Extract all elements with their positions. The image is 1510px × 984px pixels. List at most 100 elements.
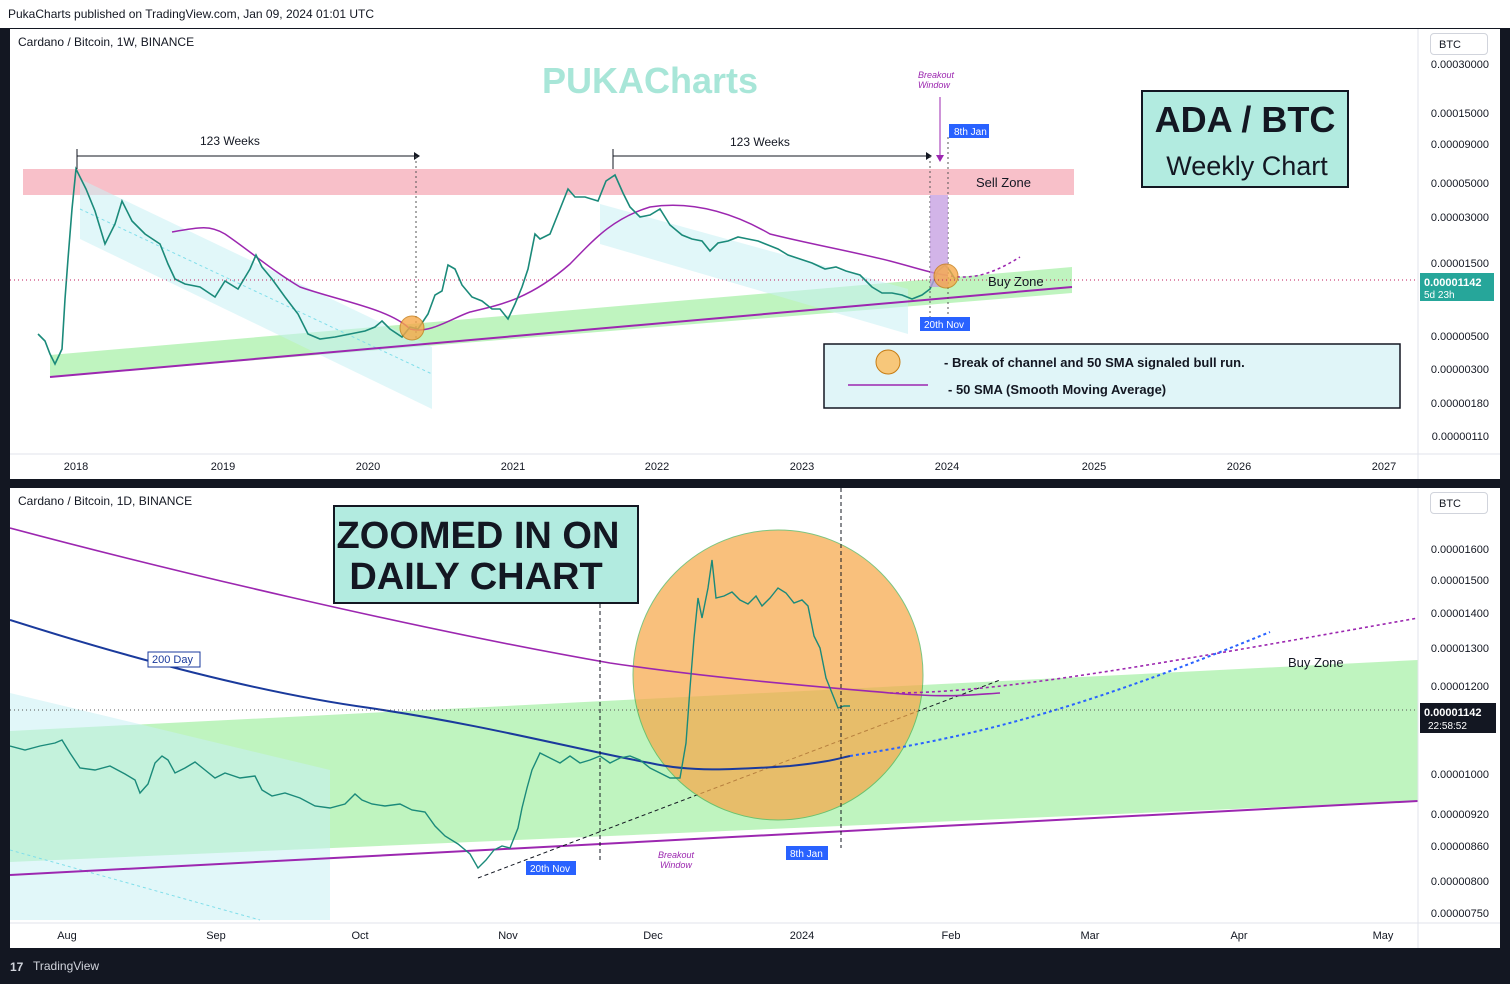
- weekly-x-tick: 2021: [501, 461, 525, 473]
- weekly-y-tick: 0.00015000: [1431, 108, 1489, 120]
- weekly-x-tick: 2026: [1227, 461, 1251, 473]
- weekly-y-axis[interactable]: 0.00030000 0.00015000 0.00009000 0.00005000…: [1431, 59, 1489, 443]
- daily-8jan-badge: [786, 846, 828, 860]
- daily-y-tick: 0.00000750: [1431, 908, 1489, 920]
- daily-chart-svg[interactable]: 200 Day Breakout Window 20th Nov 8th Jan…: [10, 488, 1500, 948]
- date-8jan-text: 8th Jan: [954, 127, 987, 138]
- daily-support-trendline: [10, 800, 1419, 876]
- ma200-badge: [147, 651, 201, 668]
- daily-x-tick: Apr: [1230, 930, 1247, 942]
- weekly-y-tick: 0.00030000: [1431, 59, 1489, 71]
- weekly-x-tick: 2022: [645, 461, 669, 473]
- sma200-daily-projection: [849, 631, 1271, 757]
- breakout-label-2: Window: [918, 80, 950, 90]
- channel-daily-mid: [10, 849, 261, 921]
- weekly-y-tick: 0.00000110: [1432, 431, 1489, 443]
- sma50-daily-projection: [889, 617, 1419, 694]
- daily-x-tick: 2024: [790, 930, 814, 942]
- weekly-symbol-title: Cardano / Bitcoin, 1W, BINANCE: [18, 35, 195, 49]
- weekly-y-tick: 0.00000300: [1431, 364, 1489, 376]
- daily-x-tick: Oct: [351, 930, 368, 942]
- daily-x-tick: Aug: [57, 930, 77, 942]
- weekly-price-path: [37, 166, 956, 366]
- daily-x-tick: May: [1373, 930, 1394, 942]
- legend-item-2: - 50 SMA (Smooth Moving Average): [948, 382, 1166, 397]
- weekly-price-tag-sub: 5d 23h: [1424, 290, 1455, 301]
- tradingview-logo-icon: 17: [10, 960, 24, 974]
- daily-title-line1: ZOOMED IN ON: [337, 515, 620, 557]
- daily-x-tick: Nov: [498, 930, 518, 942]
- watermark: PUKACharts: [542, 60, 758, 101]
- daily-x-tick: Sep: [206, 930, 226, 942]
- weekly-x-tick: 2027: [1372, 461, 1396, 473]
- weekly-chart-pane[interactable]: PUKACharts 123 Weeks 123 Weeks Breakout …: [10, 29, 1500, 479]
- weekly-price-tag-value: 0.00001142: [1424, 277, 1482, 289]
- footer-brand[interactable]: TradingView: [33, 959, 100, 973]
- signal-circle-2020: [399, 315, 425, 341]
- legend-item-1: - Break of channel and 50 SMA signaled b…: [944, 355, 1245, 370]
- daily-chart-pane[interactable]: 200 Day Breakout Window 20th Nov 8th Jan…: [10, 488, 1500, 948]
- daily-price-tag: [1420, 703, 1496, 733]
- daily-breakout-1: Breakout: [658, 850, 695, 860]
- daily-title-line2: DAILY CHART: [349, 556, 602, 598]
- buy-zone-label: Buy Zone: [988, 274, 1044, 289]
- weekly-y-tick: 0.00003000: [1431, 212, 1489, 224]
- breakout-arrowhead: [936, 155, 944, 162]
- daily-20nov-badge: [526, 861, 576, 875]
- weekly-x-tick: 2020: [356, 461, 380, 473]
- daily-20nov-text: 20th Nov: [530, 864, 570, 875]
- daily-y-tick: 0.00001600: [1431, 544, 1489, 556]
- channel-1-mid: [79, 208, 433, 375]
- footer-bar: 17 TradingView: [0, 950, 1510, 984]
- publish-text: PukaCharts published on TradingView.com,…: [8, 7, 374, 21]
- weekly-y-tick: 0.00009000: [1431, 139, 1489, 151]
- sma50-daily-line: [10, 527, 1001, 697]
- daily-x-tick: Dec: [643, 930, 663, 942]
- weekly-chart-svg[interactable]: PUKACharts 123 Weeks 123 Weeks Breakout …: [10, 29, 1500, 479]
- weekly-x-tick: 2023: [790, 461, 814, 473]
- date-20nov-badge: [920, 317, 970, 331]
- weekly-title-line2: Weekly Chart: [1166, 151, 1328, 181]
- weekly-currency-button[interactable]: BTC: [1430, 33, 1488, 55]
- breakout-label-1: Breakout: [918, 70, 955, 80]
- daily-breakout-2: Window: [660, 860, 692, 870]
- weekly-y-tick: 0.00001500: [1431, 258, 1489, 270]
- signal-circle-2024: [933, 263, 959, 289]
- daily-price-tag-value: 0.00001142: [1424, 707, 1482, 719]
- daily-title-box: [333, 505, 639, 604]
- weekly-y-tick: 0.00000180: [1431, 398, 1489, 410]
- daily-symbol-title: Cardano / Bitcoin, 1D, BINANCE: [18, 494, 193, 508]
- publish-bar: PukaCharts published on TradingView.com,…: [0, 0, 1510, 28]
- daily-y-tick: 0.00000920: [1431, 809, 1489, 821]
- daily-y-tick: 0.00001400: [1431, 608, 1489, 620]
- daily-y-tick: 0.00001500: [1431, 575, 1489, 587]
- arrowhead-2: [926, 152, 932, 160]
- daily-y-axis[interactable]: 0.00001600 0.00001500 0.00001400 0.00001300…: [1431, 544, 1489, 920]
- daily-y-tick: 0.00001000: [1431, 769, 1489, 781]
- daily-y-tick: 0.00001200: [1431, 681, 1489, 693]
- daily-price-path: [10, 559, 850, 870]
- weekly-title-line1: ADA / BTC: [1155, 99, 1336, 140]
- date-8jan-badge: [949, 124, 989, 138]
- daily-x-axis[interactable]: Aug Sep Oct Nov Dec 2024 Feb Mar Apr May: [57, 930, 1394, 942]
- sma50-weekly-line: [171, 204, 946, 331]
- weekly-y-tick: 0.00000500: [1431, 331, 1489, 343]
- daily-8jan-text: 8th Jan: [790, 849, 823, 860]
- weekly-price-tag: [1420, 273, 1494, 301]
- weeks-label-2: 123 Weeks: [730, 135, 790, 149]
- channel-1: [80, 179, 432, 409]
- arrowhead-1: [414, 152, 420, 160]
- weekly-y-tick: 0.00005000: [1431, 178, 1489, 190]
- daily-currency-button[interactable]: BTC: [1430, 492, 1488, 514]
- daily-y-tick: 0.00000860: [1431, 841, 1489, 853]
- sma200-daily-line: [10, 619, 851, 771]
- daily-x-tick: Feb: [942, 930, 961, 942]
- channel-2: [600, 204, 908, 334]
- daily-focus-circle: [632, 529, 924, 821]
- weekly-x-tick: 2019: [211, 461, 235, 473]
- weekly-x-axis[interactable]: 2018 2019 2020 2021 2022 2023 2024 2025 2026 2027: [64, 461, 1396, 473]
- legend-circle-icon: [875, 349, 901, 375]
- date-20nov-text: 20th Nov: [924, 320, 964, 331]
- weekly-title-box: [1141, 90, 1349, 188]
- daily-buy-zone-label: Buy Zone: [1288, 655, 1344, 670]
